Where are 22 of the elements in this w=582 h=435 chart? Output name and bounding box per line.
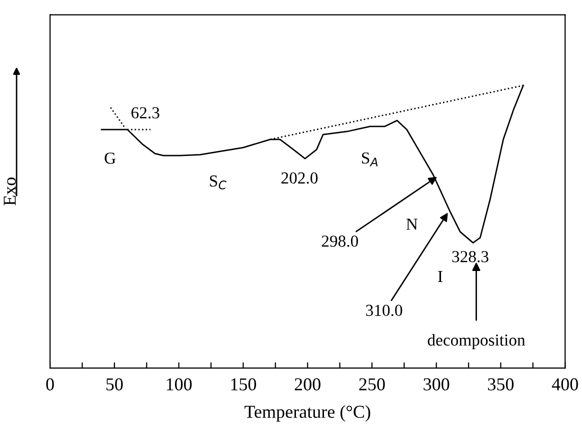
- annotation: S$_{C}$: [210, 175, 226, 190]
- annotation: I: [438, 271, 442, 282]
- x-tick-label: 400: [552, 378, 578, 390]
- x-tick-label: 250: [359, 378, 385, 390]
- x-tick-label: 200: [294, 378, 320, 390]
- annotation: 62.3: [132, 107, 160, 118]
- x-tick-label: 0: [46, 378, 54, 390]
- annotation: N: [406, 218, 418, 230]
- x-tick-label: 150: [231, 378, 256, 390]
- annotation: G: [104, 152, 116, 164]
- y-axis-title: Exo: [4, 178, 16, 206]
- annotation: decomposition: [428, 334, 526, 350]
- annotation: 310.0: [366, 304, 402, 316]
- annotation: 298.0: [322, 236, 358, 247]
- x-axis-title: Temperature (°C): [244, 405, 370, 422]
- x-tick-label: 100: [166, 378, 192, 390]
- annotation: 202.0: [281, 172, 318, 184]
- x-tick-label: 350: [488, 378, 514, 390]
- x-tick-label: 50: [106, 378, 123, 390]
- annotation: S$_{A}$: [362, 152, 378, 166]
- x-tick-label: 300: [424, 378, 450, 390]
- annotation: 328.3: [452, 251, 488, 262]
